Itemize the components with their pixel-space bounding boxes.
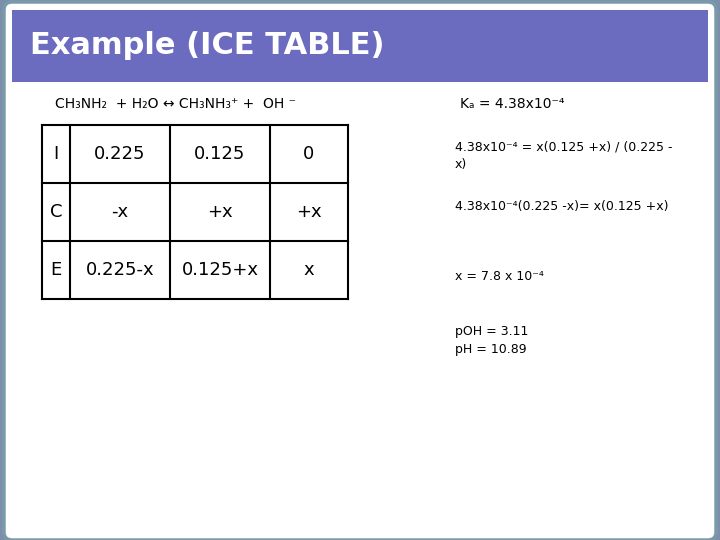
Text: C: C — [50, 203, 62, 221]
Text: 4.38x10⁻⁴(0.225 -x)= x(0.125 +x): 4.38x10⁻⁴(0.225 -x)= x(0.125 +x) — [455, 200, 668, 213]
Text: E: E — [50, 261, 62, 279]
Text: 0.225-x: 0.225-x — [86, 261, 154, 279]
Text: +x: +x — [207, 203, 233, 221]
Text: +x: +x — [296, 203, 322, 221]
Text: 0: 0 — [303, 145, 315, 163]
Text: x = 7.8 x 10⁻⁴: x = 7.8 x 10⁻⁴ — [455, 270, 544, 283]
Text: 0.125: 0.125 — [194, 145, 246, 163]
Text: -x: -x — [112, 203, 129, 221]
Text: x: x — [304, 261, 315, 279]
FancyBboxPatch shape — [4, 2, 716, 540]
Text: pOH = 3.11
pH = 10.89: pOH = 3.11 pH = 10.89 — [455, 325, 528, 356]
Text: 0.225: 0.225 — [94, 145, 145, 163]
FancyBboxPatch shape — [12, 10, 708, 82]
Text: I: I — [53, 145, 58, 163]
Text: Kₐ = 4.38x10⁻⁴: Kₐ = 4.38x10⁻⁴ — [460, 97, 564, 111]
Text: Example (ICE TABLE): Example (ICE TABLE) — [30, 31, 384, 60]
Text: 4.38x10⁻⁴ = x(0.125 +x) / (0.225 -
x): 4.38x10⁻⁴ = x(0.125 +x) / (0.225 - x) — [455, 140, 672, 171]
Text: 0.125+x: 0.125+x — [181, 261, 258, 279]
Text: CH₃NH₂  + H₂O ↔ CH₃NH₃⁺ +  OH ⁻: CH₃NH₂ + H₂O ↔ CH₃NH₃⁺ + OH ⁻ — [55, 97, 296, 111]
